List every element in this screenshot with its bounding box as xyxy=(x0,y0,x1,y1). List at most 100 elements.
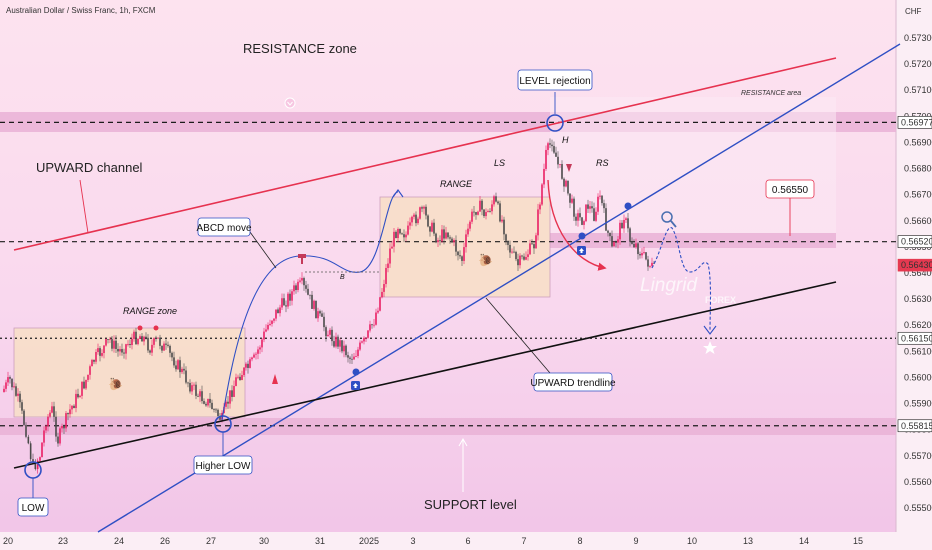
candle-body xyxy=(139,336,141,339)
candle-body xyxy=(329,329,331,335)
candle-body xyxy=(541,184,543,205)
time-tick-label: 9 xyxy=(633,536,638,546)
candle-body xyxy=(53,406,55,417)
candle-body xyxy=(317,311,319,319)
candle-body xyxy=(281,298,283,308)
price-level-tag xyxy=(897,258,932,272)
candle-body xyxy=(483,209,485,217)
abcd-connector xyxy=(249,231,277,269)
candle-body xyxy=(371,324,373,326)
candle-body xyxy=(49,412,51,417)
candle-body xyxy=(421,207,423,209)
candle-body xyxy=(433,222,435,234)
candle-body xyxy=(109,339,111,340)
candle-body xyxy=(219,415,221,420)
candle-body xyxy=(569,193,571,203)
resistance-zone-label: RESISTANCE zone xyxy=(243,41,357,56)
time-axis[interactable]: 20 23 24 26 27 30 31 2025 3 6 7 8 9 10 13 14 15 xyxy=(3,536,863,546)
candle-body xyxy=(251,357,253,360)
upward-trendline[interactable] xyxy=(97,43,901,533)
star-icon xyxy=(703,341,717,354)
candle-body xyxy=(517,259,519,266)
upward-channel-top-line[interactable] xyxy=(13,57,837,251)
time-tick-label: 2025 xyxy=(359,536,379,546)
candle-body xyxy=(379,297,381,311)
candles xyxy=(3,138,655,474)
candle-body xyxy=(513,251,515,253)
candle-body xyxy=(365,337,367,339)
candle-body xyxy=(169,345,171,353)
support-zone-band xyxy=(0,418,896,435)
candle-body xyxy=(619,222,621,240)
candle-body xyxy=(581,217,583,225)
candle-body xyxy=(549,143,551,145)
candle-body xyxy=(443,229,445,239)
candle-body xyxy=(399,229,401,234)
candle-body xyxy=(459,255,461,257)
candle-body xyxy=(301,278,303,281)
candle-body xyxy=(575,216,577,221)
candle-body xyxy=(627,218,629,229)
candle-body xyxy=(449,237,451,239)
range-top-dot-2 xyxy=(153,325,159,331)
range-label: RANGE xyxy=(440,179,473,189)
candle-body xyxy=(153,338,155,345)
candle-body xyxy=(299,280,301,282)
candle-body xyxy=(471,211,473,222)
candle-body xyxy=(269,323,271,325)
candle-body xyxy=(145,336,147,338)
candle-body xyxy=(385,267,387,285)
candle-body xyxy=(271,320,273,324)
trendline-touch-dot-3 xyxy=(624,202,632,210)
candle-body xyxy=(239,376,241,381)
candle-body xyxy=(115,340,117,349)
range-top-dot-1 xyxy=(137,325,143,331)
candle-body xyxy=(507,240,509,245)
upward-channel-label: UPWARD channel xyxy=(36,160,143,175)
candle-body xyxy=(625,218,627,220)
candle-body xyxy=(401,233,403,235)
candle-body xyxy=(637,243,639,255)
candle-body xyxy=(209,398,211,403)
candle-body xyxy=(229,390,231,404)
time-tick-label: 27 xyxy=(206,536,216,546)
candle-body xyxy=(175,365,177,370)
candle-body xyxy=(423,206,425,209)
candle-body xyxy=(481,200,483,210)
candle-body xyxy=(629,228,631,242)
candle-body xyxy=(103,345,105,354)
support-trendline[interactable] xyxy=(13,281,837,469)
candle-body xyxy=(77,393,79,398)
candle-body xyxy=(643,252,645,254)
candle-body xyxy=(85,379,87,389)
price-level-tag xyxy=(897,235,932,248)
time-tick-label: 24 xyxy=(114,536,124,546)
candle-body xyxy=(133,331,135,339)
price-axis-background xyxy=(896,0,932,550)
magnifier-icon-handle xyxy=(670,220,677,228)
candle-body xyxy=(227,401,229,404)
price-level-tag-label: 0.56520 xyxy=(901,237,932,247)
candle-body xyxy=(319,311,321,314)
candle-body xyxy=(125,344,127,354)
candle-body xyxy=(491,204,493,212)
range-box xyxy=(379,196,551,298)
snail-icon: 🐌 xyxy=(108,377,123,391)
abcd-move-callout xyxy=(197,217,251,237)
candle-body xyxy=(425,206,427,216)
candle-body xyxy=(231,390,233,397)
candle-body xyxy=(417,218,419,224)
candle-body xyxy=(255,353,257,355)
candle-body xyxy=(533,244,535,249)
candle-body xyxy=(537,209,539,236)
candle-body xyxy=(347,355,349,358)
candle-body xyxy=(571,198,573,203)
candle-body xyxy=(235,377,237,386)
